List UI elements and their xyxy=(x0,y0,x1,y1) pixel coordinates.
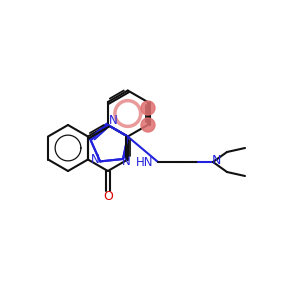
Text: N: N xyxy=(211,154,221,166)
Text: N: N xyxy=(122,154,130,167)
Text: O: O xyxy=(103,190,113,203)
Text: HN: HN xyxy=(136,155,153,169)
Circle shape xyxy=(141,101,155,115)
Circle shape xyxy=(141,118,155,132)
Text: N: N xyxy=(109,113,117,127)
Text: N: N xyxy=(91,153,100,166)
